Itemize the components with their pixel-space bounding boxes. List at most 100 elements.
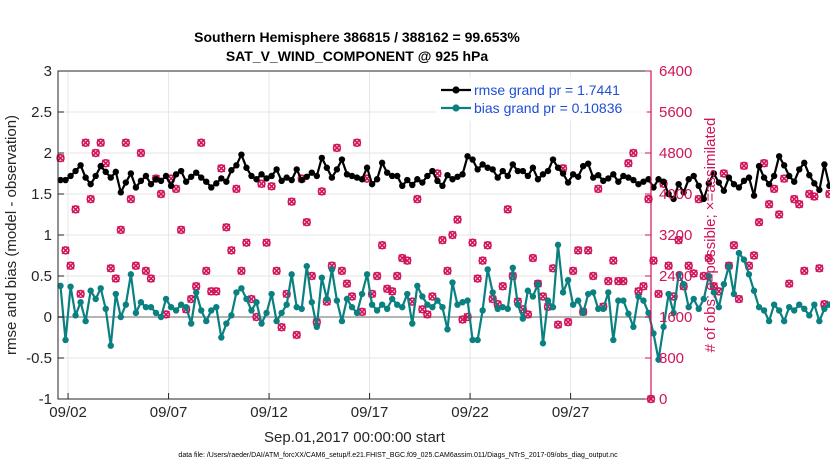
bias-point (137, 299, 145, 306)
possible-point (141, 266, 151, 276)
assimilated-point (574, 246, 583, 255)
possible-point (227, 246, 236, 255)
bias-point (429, 303, 436, 311)
legend: rmse grand pr = 1.7441 bias grand pr = 0… (435, 77, 647, 121)
possible-point (76, 289, 85, 299)
bias-point (444, 326, 451, 333)
rmse-point (821, 161, 828, 168)
bias-point (248, 307, 255, 314)
legend-bias-marker (452, 104, 460, 112)
assimilated-point (217, 164, 226, 173)
bias-point (147, 303, 155, 311)
possible-point (367, 289, 377, 299)
assimilated-point (157, 190, 165, 198)
assimilated-point (734, 295, 743, 304)
assimilated-point (342, 279, 351, 288)
y-right-tick-label: 5600 (659, 104, 692, 121)
rmse-point (569, 171, 577, 178)
bias-point (182, 303, 190, 311)
rmse-point (660, 178, 667, 185)
bias-point (348, 303, 356, 311)
possible-point (61, 246, 70, 255)
assimilated-point (131, 261, 140, 270)
rmse-point (333, 166, 341, 173)
bias-point (127, 271, 135, 278)
rmse-point (625, 174, 632, 181)
rmse-point (253, 176, 260, 183)
assimilated-point (353, 138, 361, 147)
bias-point (273, 317, 280, 325)
possible-point (734, 294, 744, 304)
bias-point (554, 241, 562, 249)
possible-point (342, 279, 352, 288)
possible-point (759, 159, 769, 168)
rmse-point (720, 187, 728, 194)
rmse-point (368, 180, 376, 188)
bias-point (610, 336, 617, 344)
bias-point (796, 301, 803, 308)
bias-point (735, 249, 743, 257)
assimilated-point (272, 266, 281, 275)
assimilated-point (750, 251, 758, 260)
rmse-point (343, 171, 351, 178)
bias-point (504, 305, 511, 312)
rmse-point (474, 166, 481, 173)
bias-point (710, 289, 718, 296)
rmse-point (67, 172, 74, 180)
rmse-point (298, 176, 305, 184)
y-left-tick-label: 2.5 (31, 104, 52, 121)
possible-point (704, 253, 713, 263)
rmse-point (590, 174, 597, 181)
possible-point (428, 292, 437, 301)
assimilated-point (473, 274, 482, 283)
assimilated-point (277, 323, 286, 332)
bias-point (283, 301, 290, 308)
bias-point (625, 310, 632, 317)
assimilated-point (106, 264, 115, 273)
rmse-point (665, 190, 672, 198)
rmse-point (780, 162, 788, 169)
assimilated-point (674, 236, 683, 245)
y-left-tick-label: 1 (44, 227, 52, 244)
rmse-point (524, 172, 532, 180)
bias-point (464, 297, 471, 304)
rmse-point (685, 176, 692, 183)
bias-point (333, 297, 341, 304)
rmse-point (243, 164, 250, 171)
possible-point (126, 194, 136, 204)
assimilated-point (61, 246, 70, 255)
possible-point (448, 230, 457, 240)
bias-point (665, 290, 672, 298)
rmse-point (745, 174, 753, 181)
chart-title-line1: Southern Hemisphere 386815 / 388162 = 99… (194, 29, 520, 45)
bias-point (655, 356, 662, 363)
possible-point (217, 164, 226, 173)
bias-point (293, 303, 300, 311)
rmse-point (228, 167, 235, 174)
possible-point (272, 266, 281, 276)
assimilated-point (242, 238, 251, 247)
rmse-point (595, 171, 602, 179)
possible-point (116, 225, 126, 235)
assimilated-point (393, 272, 402, 280)
rmse-point (87, 180, 94, 188)
y-left-tick-label: 1.5 (31, 186, 52, 203)
assimilated-point (594, 184, 603, 193)
rmse-point (574, 173, 582, 180)
y-right-tick-label: 4000 (659, 186, 692, 203)
bias-point (705, 272, 712, 280)
assimilated-point (438, 236, 447, 245)
assimilated-point (458, 315, 467, 324)
rmse-point (77, 162, 84, 169)
bias-point (112, 290, 119, 298)
possible-point (644, 194, 653, 204)
bias-point (253, 299, 260, 306)
bias-point (278, 309, 285, 317)
bias-point (509, 264, 517, 271)
bias-point (157, 313, 165, 321)
bias-point (258, 320, 265, 327)
rmse-point (615, 178, 622, 185)
bias-point (192, 289, 200, 296)
rmse-point (404, 176, 411, 184)
assimilated-point (805, 190, 814, 198)
